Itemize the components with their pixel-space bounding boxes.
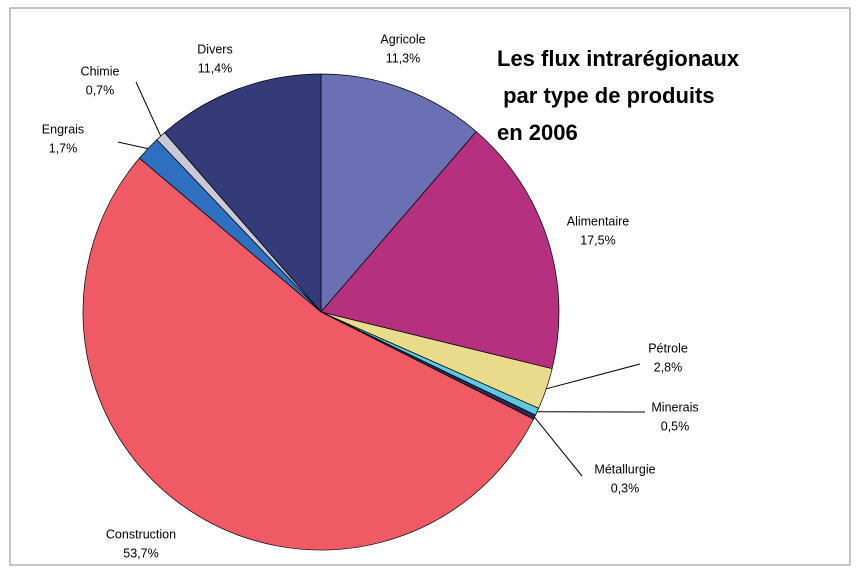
slice-value-label: 0,3%: [611, 481, 640, 495]
slice-label: Engrais: [42, 122, 84, 136]
slice-value-label: 11,3%: [386, 51, 421, 65]
slice-value-label: 0,7%: [86, 83, 115, 97]
slice-value-label: 11,4%: [198, 61, 233, 75]
slice-label: Construction: [106, 527, 176, 541]
chart-title: par type de produits: [497, 83, 715, 108]
slice-label: Pétrole: [648, 341, 688, 355]
slice-value-label: 2,8%: [654, 360, 683, 374]
slice-label: Alimentaire: [567, 214, 630, 228]
chart-title: en 2006: [497, 120, 578, 145]
chart-title: Les flux intrarégionaux: [497, 46, 740, 71]
slice-value-label: 17,5%: [580, 233, 615, 247]
slice-label: Métallurgie: [594, 462, 655, 476]
slice-value-label: 1,7%: [49, 141, 78, 155]
slice-label: Divers: [197, 42, 232, 56]
slice-label: Chimie: [81, 64, 120, 78]
slice-value-label: 53,7%: [123, 546, 158, 560]
slice-value-label: 0,5%: [661, 419, 690, 433]
slice-label: Minerais: [651, 400, 698, 414]
slice-label: Agricole: [380, 32, 425, 46]
